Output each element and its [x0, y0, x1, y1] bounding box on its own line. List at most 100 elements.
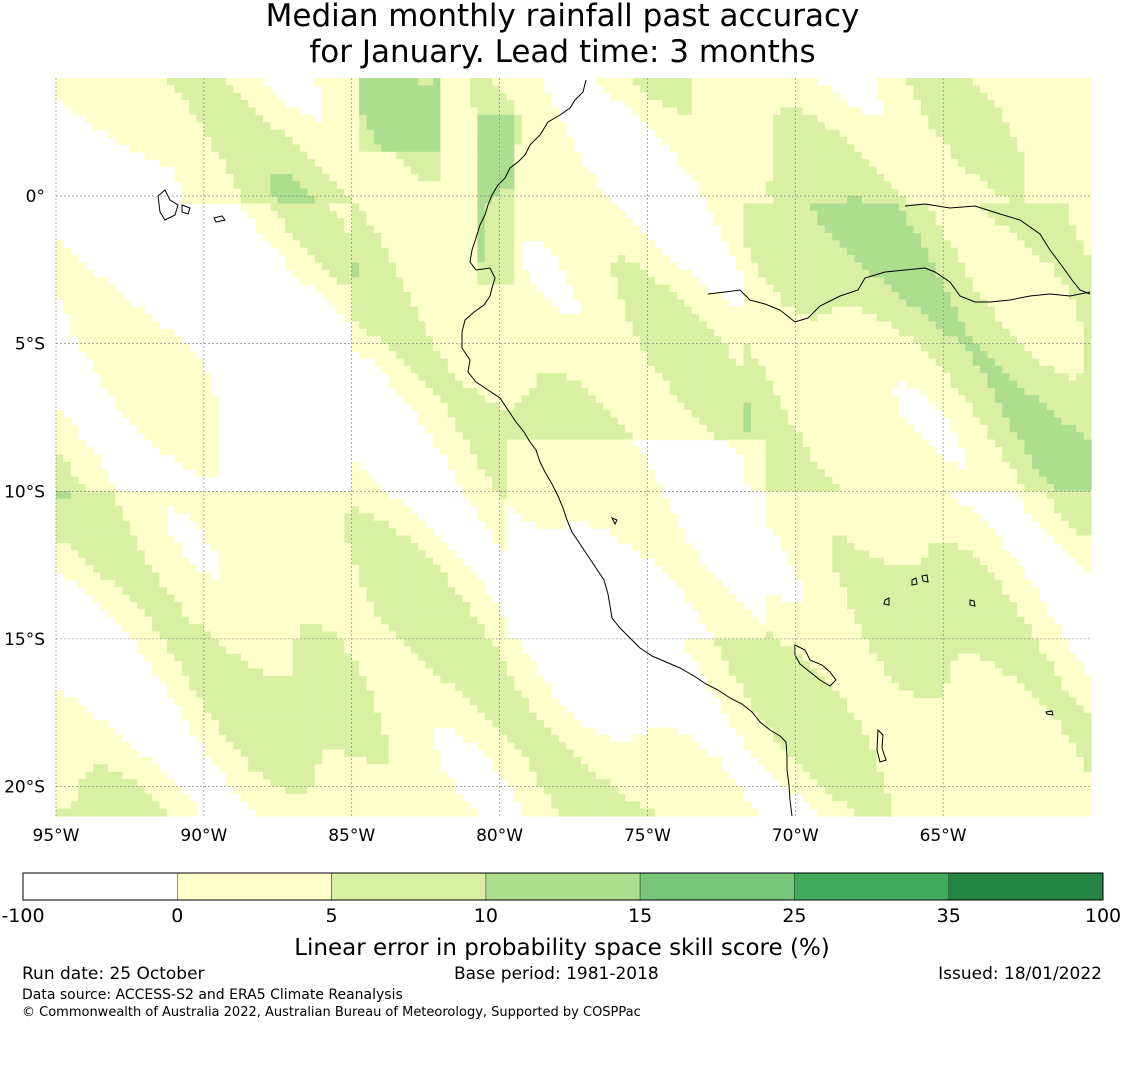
skill-cell [455, 351, 464, 360]
skill-cell [920, 240, 929, 249]
skill-cell [957, 151, 966, 160]
skill-cell [898, 196, 907, 205]
skill-cell [440, 284, 449, 293]
skill-cell [935, 225, 944, 234]
skill-cell [713, 85, 722, 94]
skill-cell [669, 85, 678, 94]
skill-cell [447, 343, 456, 352]
skill-cell [891, 122, 900, 131]
skill-cell [447, 402, 456, 411]
skill-cell [344, 78, 353, 86]
skill-cell [359, 306, 368, 315]
skill-cell [322, 144, 331, 153]
skill-cell [514, 380, 523, 389]
skill-cell [876, 166, 885, 175]
skill-cell [566, 351, 575, 360]
skill-cell [551, 402, 560, 411]
skill-cell [277, 218, 286, 227]
skill-cell [677, 129, 685, 138]
skill-cell [972, 159, 981, 168]
skill-cell [470, 255, 478, 264]
skill-cell [824, 107, 833, 116]
skill-cell [980, 129, 989, 138]
skill-cell [706, 380, 715, 389]
skill-cell [543, 321, 552, 330]
skill-cell [196, 137, 205, 146]
skill-cell [721, 107, 730, 116]
skill-cell [654, 314, 663, 323]
skill-cell [410, 343, 419, 352]
skill-cell [100, 284, 109, 293]
skill-cell [470, 358, 478, 367]
skill-cell [381, 262, 390, 271]
skill-cell [1046, 181, 1055, 190]
skill-cell [566, 151, 575, 160]
skill-cell [381, 166, 390, 175]
skill-cell [824, 188, 833, 197]
skill-cell [773, 299, 782, 308]
skill-cell [484, 365, 493, 374]
skill-cell [891, 188, 900, 197]
skill-cell [1002, 100, 1011, 109]
skill-cell [847, 277, 856, 286]
skill-cell [322, 137, 331, 146]
skill-cell [662, 85, 671, 94]
skill-cell [913, 210, 922, 219]
skill-cell [832, 151, 841, 160]
skill-cell [78, 284, 87, 293]
skill-cell [536, 151, 545, 160]
skill-cell [943, 144, 952, 153]
skill-cell [854, 380, 863, 389]
skill-cell [994, 159, 1003, 168]
skill-cell [1054, 292, 1063, 300]
skill-cell [869, 373, 878, 382]
skill-cell [447, 387, 456, 396]
skill-cell [965, 277, 974, 286]
skill-cell [573, 255, 582, 264]
skill-cell [492, 373, 501, 382]
skill-cell [433, 262, 442, 271]
skill-cell [440, 292, 449, 300]
skill-cell [1039, 129, 1048, 138]
skill-cell [943, 210, 952, 219]
skill-cell [721, 365, 730, 374]
skill-cell [913, 269, 922, 278]
skill-cell [396, 387, 405, 396]
skill-cell [603, 262, 612, 271]
skill-cell [869, 284, 878, 293]
skill-cell [728, 365, 737, 374]
skill-cell [499, 144, 508, 153]
skill-cell [543, 343, 552, 352]
skill-cell [137, 373, 146, 382]
skill-cell [987, 321, 996, 330]
skill-cell [928, 107, 937, 116]
skill-cell [240, 107, 249, 116]
skill-cell [839, 402, 848, 411]
skill-cell [869, 365, 878, 374]
skill-cell [1076, 269, 1085, 278]
skill-cell [758, 78, 767, 86]
skill-cell [425, 85, 434, 94]
skill-cell [721, 144, 730, 153]
skill-cell [588, 218, 597, 227]
skill-cell [780, 306, 789, 315]
skill-cell [898, 173, 907, 182]
skill-cell [647, 328, 656, 337]
skill-cell [743, 232, 752, 241]
skill-cell [92, 336, 101, 345]
skill-cell [255, 159, 264, 168]
skill-cell [810, 122, 819, 131]
skill-cell [529, 78, 538, 86]
skill-cell [455, 373, 464, 382]
skill-cell [1068, 122, 1077, 131]
skill-cell [662, 373, 671, 382]
skill-cell [603, 402, 612, 411]
skill-cell [122, 78, 131, 86]
skill-cell [174, 78, 183, 86]
skill-cell [218, 129, 227, 138]
skill-cell [255, 122, 264, 131]
skill-cell [787, 166, 796, 175]
skill-cell [854, 299, 863, 308]
skill-cell [1054, 358, 1063, 367]
skill-cell [743, 240, 752, 249]
